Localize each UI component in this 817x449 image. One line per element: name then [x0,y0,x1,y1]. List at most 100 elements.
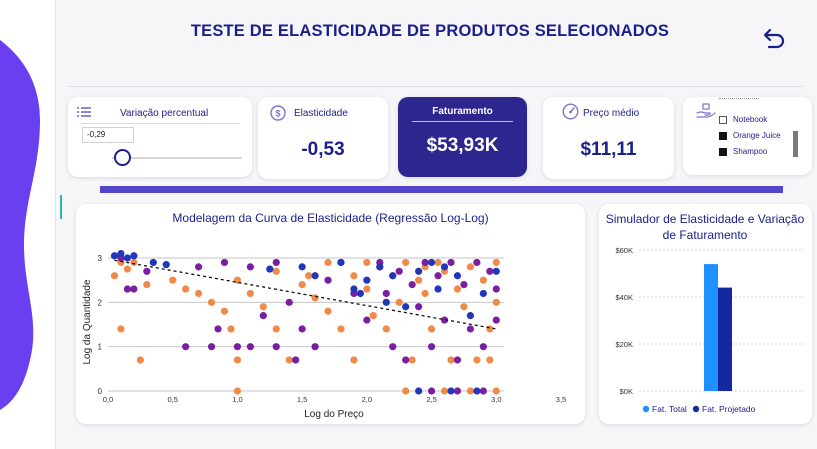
scatter-point-blue[interactable] [123,254,132,262]
scatter-point-orange[interactable] [324,258,332,267]
scatter-point-blue[interactable] [427,258,436,267]
legend-label[interactable]: Fat. Total [652,404,687,414]
scatter-point-blue[interactable] [447,387,455,395]
scatter-point-orange[interactable] [486,325,494,333]
scatter-point-blue[interactable] [453,272,462,280]
scatter-point-orange[interactable] [130,258,138,267]
scatter-point-purple[interactable] [292,356,300,364]
scatter-point-purple[interactable] [440,316,449,324]
scatter-point-orange[interactable] [350,272,358,280]
scatter-point-purple[interactable] [473,258,481,267]
checkbox-checked-icon[interactable] [719,131,727,140]
scatter-point-orange[interactable] [466,387,474,395]
scatter-point-orange[interactable] [492,258,500,267]
scatter-point-blue[interactable] [415,387,423,395]
scatter-point-blue[interactable] [350,285,358,293]
scatter-point-orange[interactable] [434,258,442,267]
scatter-point-purple[interactable] [389,343,397,351]
legend-item-notebook[interactable]: Notebook [719,115,767,124]
scatter-point-purple[interactable] [453,356,462,364]
scatter-point-orange[interactable] [182,285,190,293]
scatter-point-purple[interactable] [395,267,403,275]
scatter-point-orange[interactable] [246,289,254,298]
scatter-point-purple[interactable] [466,325,474,333]
scatter-point-blue[interactable] [415,267,423,275]
scatter-point-orange[interactable] [233,387,242,395]
scatter-point-orange[interactable] [285,356,293,364]
scatter-point-orange[interactable] [305,272,313,280]
scatter-point-purple[interactable] [453,387,462,395]
scatter-point-blue[interactable] [149,258,157,267]
scatter-point-blue[interactable] [311,272,319,280]
legend-label[interactable]: Fat. Projetado [702,404,756,414]
checkbox-checked-icon[interactable] [719,147,727,156]
scatter-point-orange[interactable] [466,263,474,271]
scatter-point-orange[interactable] [486,356,494,364]
scatter-point-purple[interactable] [182,343,190,351]
scatter-point-orange[interactable] [110,272,119,280]
scatter-point-blue[interactable] [440,263,449,271]
bar-fat-projetado[interactable] [718,287,732,391]
scatter-point-purple[interactable] [408,281,416,289]
scatter-point-orange[interactable] [233,356,242,364]
scatter-point-blue[interactable] [376,263,384,271]
scatter-point-orange[interactable] [363,258,371,267]
variation-input[interactable]: -0,29 [82,127,134,143]
scatter-point-purple[interactable] [415,303,423,311]
scatter-point-purple[interactable] [233,343,242,351]
scatter-point-purple[interactable] [492,285,500,293]
scatter-point-purple[interactable] [427,343,436,351]
scatter-point-blue[interactable] [298,263,306,271]
legend-item-shampoo[interactable]: Shampoo [719,147,767,156]
scatter-point-blue[interactable] [466,312,474,320]
scatter-point-orange[interactable] [408,356,416,364]
scatter-point-purple[interactable] [421,258,429,267]
scatter-point-orange[interactable] [415,276,423,284]
scatter-point-orange[interactable] [395,298,403,306]
scatter-point-orange[interactable] [460,303,468,311]
scatter-point-blue[interactable] [479,289,487,298]
scatter-point-purple[interactable] [285,298,293,306]
scatter-point-orange[interactable] [492,387,500,395]
scatter-point-orange[interactable] [447,356,455,364]
scatter-point-orange[interactable] [492,298,500,306]
scatter-plot[interactable]: 0 1 2 3 0,0 0,5 1,0 1,5 2,0 2,5 3,0 3,5 Log do Preç… [76,204,585,424]
scatter-point-blue[interactable] [266,265,274,273]
legend-item-orange-juice[interactable]: Orange Juice [719,131,781,140]
scatter-point-orange[interactable] [369,312,377,320]
scatter-point-purple[interactable] [246,263,254,271]
scatter-point-blue[interactable] [402,303,410,311]
scatter-point-orange[interactable] [427,325,436,333]
scatter-point-orange[interactable] [382,325,390,333]
scatter-point-purple[interactable] [207,343,216,351]
scatter-point-orange[interactable] [123,265,132,273]
scatter-point-orange[interactable] [440,387,449,395]
scatter-point-blue[interactable] [130,252,138,260]
scatter-point-purple[interactable] [363,316,371,324]
scatter-point-orange[interactable] [453,285,462,293]
scrollbar[interactable] [793,131,798,157]
scatter-point-orange[interactable] [259,303,267,311]
scatter-point-orange[interactable] [220,307,229,315]
scatter-point-purple[interactable] [492,316,500,324]
bar-fat-total[interactable] [704,264,718,391]
scatter-point-orange[interactable] [143,281,151,289]
scatter-point-purple[interactable] [434,272,442,280]
slider-track[interactable] [112,157,242,159]
scatter-point-purple[interactable] [479,387,487,395]
scatter-point-purple[interactable] [402,356,410,364]
slider-thumb[interactable] [114,149,131,166]
scatter-point-orange[interactable] [117,325,125,333]
scatter-point-purple[interactable] [143,267,151,275]
scatter-point-purple[interactable] [324,276,332,284]
scatter-point-blue[interactable] [356,289,364,298]
scatter-point-orange[interactable] [473,356,481,364]
scatter-point-orange[interactable] [298,281,306,289]
scatter-point-orange[interactable] [272,267,280,275]
scatter-point-purple[interactable] [298,325,306,333]
scatter-point-blue[interactable] [492,267,500,275]
scatter-point-blue[interactable] [473,387,481,395]
scatter-point-purple[interactable] [130,285,138,293]
scatter-point-purple[interactable] [246,343,254,351]
scatter-point-orange[interactable] [233,276,242,284]
